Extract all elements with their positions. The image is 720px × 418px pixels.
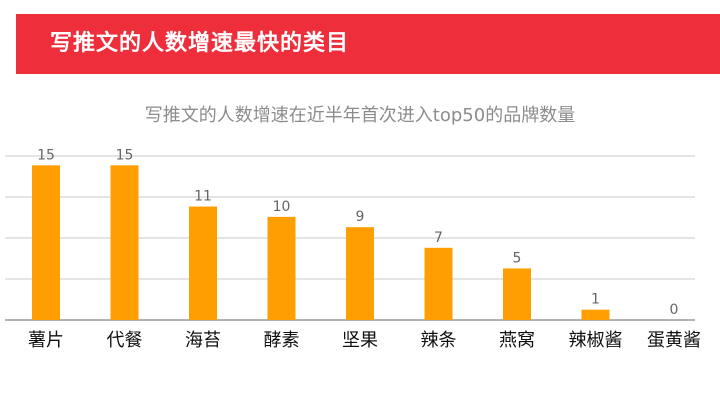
data-label: 10	[273, 199, 291, 215]
bar	[424, 247, 453, 320]
data-label: 15	[116, 147, 134, 163]
x-tick-label: 海苔	[185, 330, 221, 351]
data-label: 9	[356, 209, 365, 225]
x-tick-label: 代餐	[107, 330, 143, 351]
x-tick-label: 辣椒酱	[569, 330, 623, 351]
x-tick-labels: 薯片 代餐 海苔 酵素 坚果 辣条 燕窝 辣椒酱 蛋黄酱	[28, 330, 701, 351]
data-label: 11	[194, 189, 212, 205]
x-tick-label: 坚果	[342, 330, 378, 351]
chart-title: 写推文的人数增速在近半年首次进入top50的品牌数量	[144, 105, 576, 126]
header-banner: 写推文的人数增速最快的类目	[16, 14, 720, 74]
bar	[581, 309, 610, 320]
bar	[32, 165, 60, 320]
x-tick-label: 辣条	[421, 330, 457, 351]
bars	[32, 165, 610, 320]
page-title: 写推文的人数增速最快的类目	[50, 31, 350, 56]
data-label: 15	[37, 147, 55, 163]
data-label: 5	[513, 250, 522, 266]
data-label: 7	[434, 230, 443, 246]
bar	[346, 227, 374, 320]
bar	[110, 165, 139, 320]
bar	[503, 268, 531, 320]
x-tick-label: 酵素	[264, 330, 300, 351]
data-label: 1	[591, 292, 600, 308]
bar	[267, 216, 296, 320]
x-tick-label: 燕窝	[499, 330, 535, 351]
bar	[189, 206, 217, 320]
x-tick-label: 蛋黄酱	[647, 330, 701, 351]
x-tick-label: 薯片	[28, 330, 64, 351]
data-label: 0	[670, 302, 679, 318]
